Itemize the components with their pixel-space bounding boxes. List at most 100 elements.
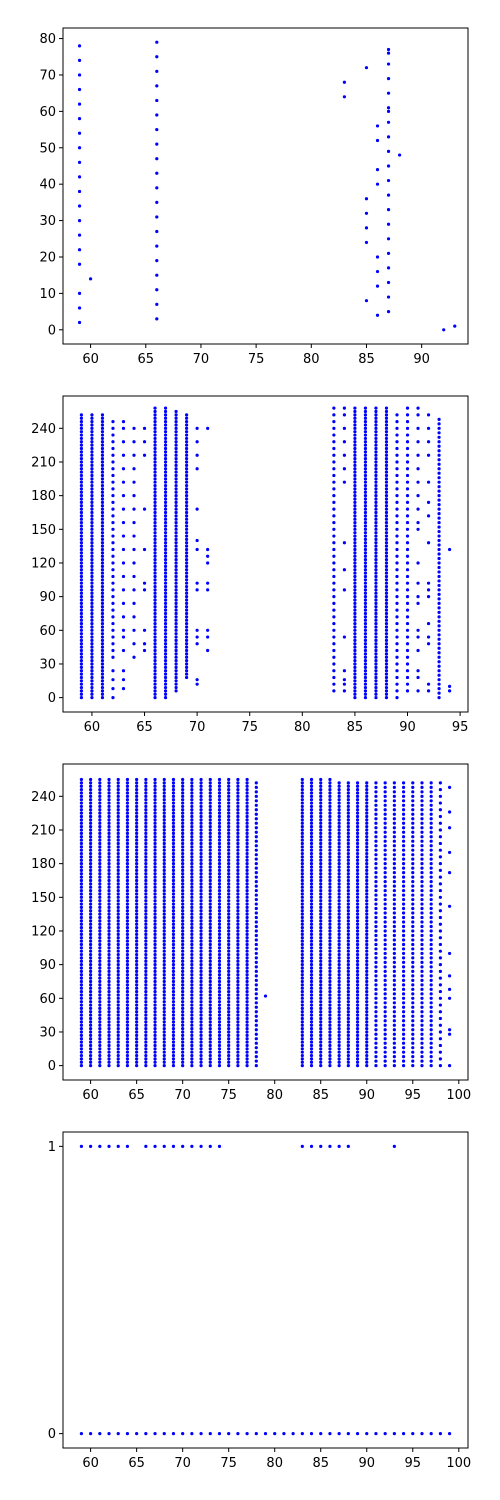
data-point bbox=[236, 909, 240, 913]
data-point bbox=[363, 443, 368, 447]
data-point bbox=[245, 787, 249, 792]
data-point bbox=[217, 1043, 222, 1048]
data-point bbox=[374, 897, 378, 902]
data-point bbox=[185, 514, 189, 518]
data-point bbox=[365, 956, 369, 960]
data-point bbox=[392, 794, 396, 798]
data-point bbox=[144, 1023, 148, 1027]
data-point bbox=[171, 905, 176, 910]
data-point bbox=[236, 848, 240, 852]
data-point bbox=[346, 895, 350, 899]
data-point bbox=[144, 818, 148, 822]
data-point bbox=[355, 848, 360, 852]
data-point bbox=[346, 963, 350, 967]
data-point bbox=[401, 938, 406, 942]
data-point bbox=[384, 659, 389, 663]
data-point bbox=[163, 638, 168, 643]
data-point bbox=[236, 851, 240, 856]
data-point bbox=[337, 858, 341, 862]
data-point bbox=[174, 440, 178, 444]
data-point bbox=[374, 992, 378, 996]
data-point bbox=[208, 949, 212, 953]
data-point bbox=[79, 1060, 84, 1064]
data-point bbox=[420, 803, 424, 807]
data-point bbox=[79, 1027, 84, 1031]
data-point bbox=[355, 949, 360, 953]
data-point bbox=[395, 574, 399, 579]
data-point bbox=[185, 490, 189, 494]
data-point bbox=[100, 416, 105, 420]
data-point bbox=[420, 826, 424, 830]
data-point bbox=[89, 1037, 93, 1041]
data-point bbox=[374, 812, 378, 816]
data-point bbox=[90, 426, 94, 430]
data-point bbox=[89, 878, 93, 883]
data-point bbox=[107, 818, 111, 822]
data-point bbox=[190, 1037, 194, 1041]
data-point bbox=[100, 463, 105, 467]
data-point bbox=[79, 665, 84, 669]
data-point bbox=[429, 902, 433, 906]
data-point bbox=[346, 892, 350, 896]
data-point bbox=[89, 835, 93, 839]
data-point bbox=[208, 939, 212, 943]
data-point bbox=[300, 855, 304, 859]
data-point bbox=[405, 615, 410, 619]
data-point bbox=[346, 949, 350, 953]
data-point bbox=[363, 638, 368, 643]
data-point bbox=[227, 855, 231, 859]
data-point bbox=[181, 936, 185, 940]
data-point bbox=[174, 591, 178, 595]
data-point bbox=[163, 416, 168, 420]
data-point bbox=[384, 430, 389, 434]
data-point bbox=[190, 777, 194, 782]
data-point bbox=[199, 1003, 203, 1007]
data-point bbox=[420, 1064, 424, 1068]
data-point bbox=[195, 678, 199, 682]
data-point bbox=[300, 983, 304, 987]
data-point bbox=[363, 635, 368, 639]
data-point bbox=[107, 868, 111, 872]
data-point bbox=[185, 480, 189, 484]
data-point bbox=[163, 685, 168, 690]
data-point bbox=[89, 912, 93, 916]
data-point bbox=[355, 1027, 360, 1031]
data-point bbox=[365, 942, 369, 947]
data-point bbox=[374, 473, 378, 478]
data-point bbox=[98, 1030, 102, 1034]
data-point bbox=[90, 692, 94, 696]
data-point bbox=[426, 635, 431, 639]
data-point bbox=[100, 551, 105, 555]
data-point bbox=[346, 1037, 350, 1041]
data-point bbox=[153, 416, 157, 420]
data-point bbox=[309, 983, 314, 987]
data-point bbox=[319, 932, 323, 936]
data-point bbox=[171, 902, 176, 906]
data-point bbox=[319, 878, 323, 883]
data-point bbox=[162, 949, 166, 953]
data-point bbox=[208, 919, 212, 923]
data-point bbox=[98, 922, 102, 926]
data-point bbox=[319, 905, 323, 910]
data-point bbox=[365, 1043, 369, 1048]
data-point bbox=[89, 959, 93, 963]
data-point bbox=[174, 655, 178, 659]
data-point bbox=[401, 924, 406, 929]
data-point bbox=[135, 963, 139, 967]
data-point bbox=[107, 781, 111, 785]
data-point bbox=[386, 295, 391, 299]
data-point bbox=[116, 811, 120, 815]
data-point bbox=[174, 507, 178, 511]
data-point bbox=[125, 1023, 130, 1027]
data-point bbox=[386, 280, 391, 285]
data-point bbox=[208, 996, 212, 1000]
data-point bbox=[374, 440, 378, 444]
data-point bbox=[153, 460, 157, 464]
data-point bbox=[411, 884, 415, 888]
data-point bbox=[363, 423, 368, 427]
data-point bbox=[383, 862, 387, 866]
y-tick-label: 20 bbox=[39, 250, 56, 265]
data-point bbox=[300, 885, 304, 889]
data-point bbox=[185, 450, 189, 454]
data-point bbox=[163, 692, 168, 696]
